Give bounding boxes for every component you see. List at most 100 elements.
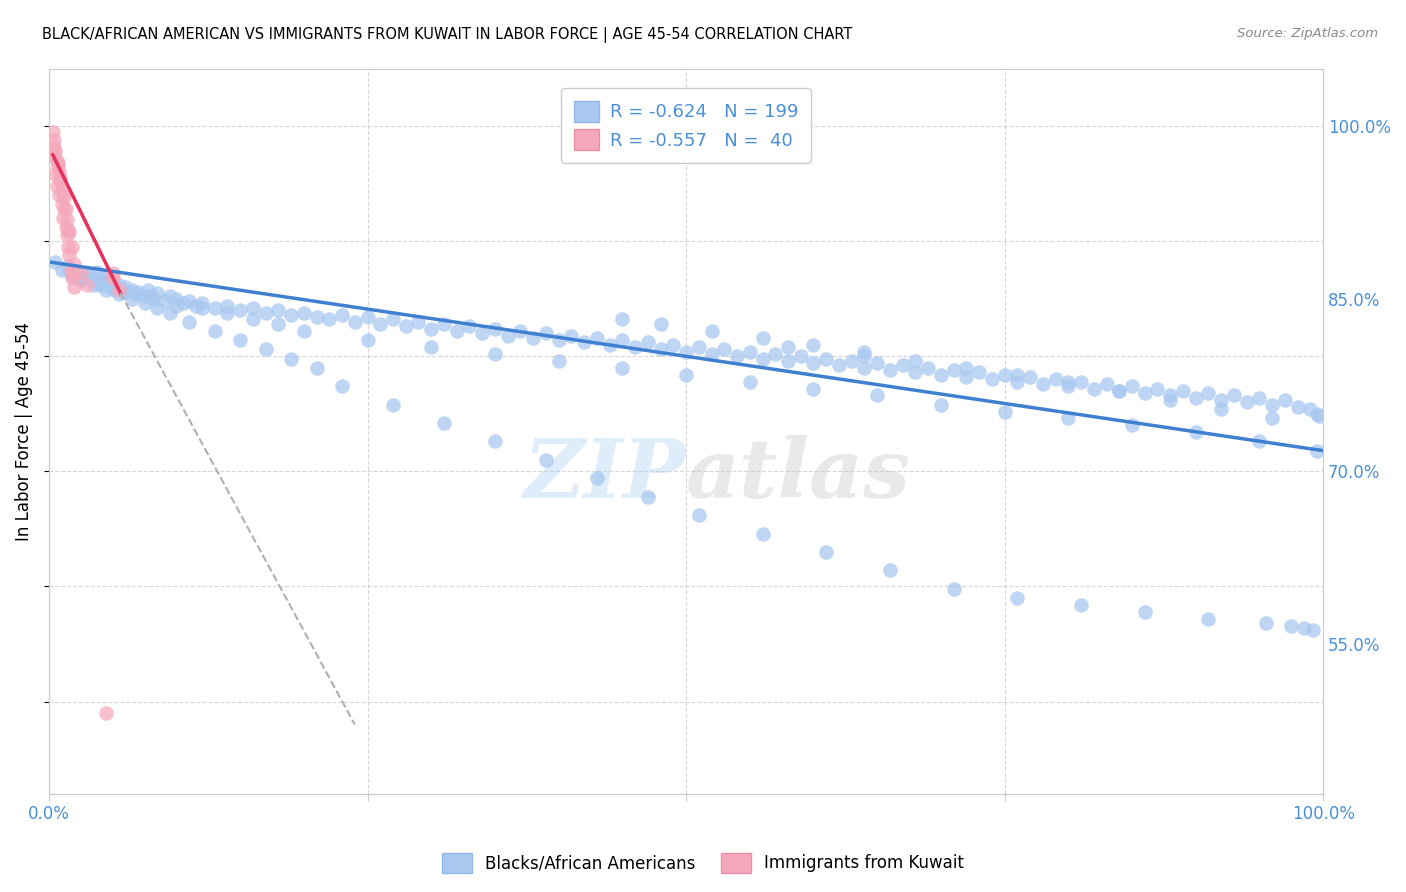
Point xyxy=(866,388,889,402)
Text: Source: ZipAtlas.com: Source: ZipAtlas.com xyxy=(1237,27,1378,40)
Point xyxy=(586,471,609,485)
Point xyxy=(51,263,73,277)
Point xyxy=(1095,376,1118,391)
Point xyxy=(63,257,86,271)
Point xyxy=(1159,392,1181,407)
Point xyxy=(242,312,264,326)
Point xyxy=(776,340,799,354)
Point xyxy=(1121,418,1143,433)
Point xyxy=(96,273,118,287)
Point xyxy=(165,292,187,306)
Point xyxy=(52,211,75,226)
Point xyxy=(1299,402,1322,417)
Point xyxy=(56,240,79,254)
Point xyxy=(217,305,239,319)
Point xyxy=(86,265,108,279)
Point xyxy=(509,324,531,338)
Point xyxy=(52,188,75,202)
Point xyxy=(121,292,143,306)
Point xyxy=(751,526,773,541)
Point xyxy=(1146,382,1168,396)
Point xyxy=(101,271,124,285)
Point xyxy=(496,328,519,343)
Point xyxy=(650,317,672,331)
Point xyxy=(1211,402,1233,417)
Point xyxy=(76,271,98,285)
Point xyxy=(1057,379,1080,393)
Point xyxy=(624,340,647,354)
Point xyxy=(408,315,430,329)
Point xyxy=(44,255,66,269)
Point xyxy=(547,354,569,368)
Text: atlas: atlas xyxy=(686,434,911,515)
Point xyxy=(53,190,76,204)
Point xyxy=(267,303,290,318)
Point xyxy=(101,267,124,281)
Point xyxy=(725,349,748,363)
Point xyxy=(134,296,156,310)
Point xyxy=(1159,388,1181,402)
Point xyxy=(637,335,659,350)
Point xyxy=(420,321,443,335)
Point xyxy=(803,382,825,396)
Point xyxy=(191,296,214,310)
Point xyxy=(1007,375,1029,389)
Point xyxy=(165,299,187,313)
Point xyxy=(138,283,160,297)
Point xyxy=(471,326,494,341)
Point xyxy=(1057,411,1080,425)
Point xyxy=(96,706,118,720)
Point xyxy=(229,303,252,318)
Point xyxy=(305,310,328,325)
Point xyxy=(420,340,443,354)
Point xyxy=(395,319,418,334)
Point xyxy=(63,269,86,284)
Point xyxy=(292,305,315,319)
Point xyxy=(612,333,634,347)
Point xyxy=(675,368,697,382)
Point xyxy=(292,324,315,338)
Point xyxy=(42,125,65,139)
Point xyxy=(134,289,156,303)
Point xyxy=(48,188,70,202)
Point xyxy=(139,289,162,303)
Point xyxy=(44,145,66,159)
Point xyxy=(433,416,456,430)
Point xyxy=(955,370,977,384)
Point xyxy=(1045,372,1067,386)
Point xyxy=(484,434,506,449)
Point xyxy=(108,283,131,297)
Point xyxy=(1108,384,1130,398)
Point xyxy=(56,228,79,243)
Point xyxy=(1306,407,1329,421)
Point xyxy=(942,363,965,377)
Point xyxy=(45,153,67,168)
Y-axis label: In Labor Force | Age 45-54: In Labor Force | Age 45-54 xyxy=(15,322,32,541)
Point xyxy=(484,347,506,361)
Point xyxy=(111,285,134,299)
Point xyxy=(159,305,181,319)
Point xyxy=(42,133,65,147)
Point xyxy=(56,213,79,227)
Point xyxy=(917,360,939,375)
Point xyxy=(612,360,634,375)
Point xyxy=(828,359,851,373)
Point xyxy=(73,267,96,281)
Point xyxy=(572,335,595,350)
Point xyxy=(108,277,131,292)
Point xyxy=(763,347,786,361)
Point xyxy=(790,349,813,363)
Point xyxy=(59,263,82,277)
Point xyxy=(76,277,98,292)
Point xyxy=(1302,624,1324,638)
Point xyxy=(1223,388,1246,402)
Point xyxy=(815,351,838,366)
Point xyxy=(42,148,65,162)
Point xyxy=(815,545,838,559)
Point xyxy=(522,331,544,345)
Point xyxy=(46,156,69,170)
Point xyxy=(1211,392,1233,407)
Point xyxy=(48,165,70,179)
Point xyxy=(637,490,659,504)
Point xyxy=(1171,384,1194,398)
